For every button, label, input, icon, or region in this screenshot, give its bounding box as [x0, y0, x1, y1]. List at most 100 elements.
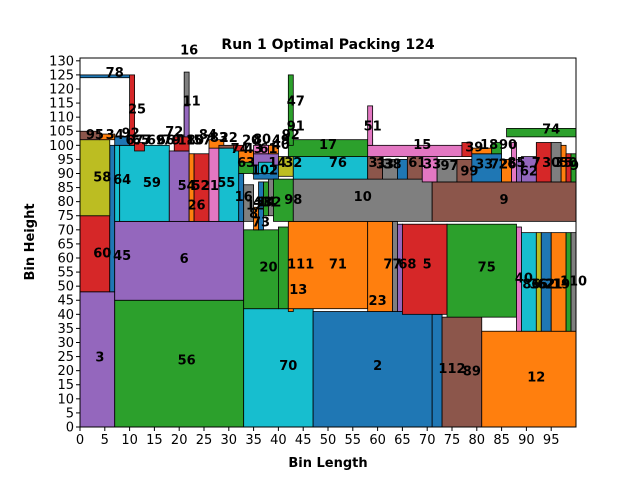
y-tick-label-3: 15 [57, 378, 74, 393]
x-tick-label-19: 95 [543, 433, 560, 448]
rect-label-67: 39 [465, 141, 483, 156]
rect-label-20: 86 [522, 277, 540, 292]
rect-label-11: 111 [287, 258, 314, 273]
y-tick-label-13: 65 [57, 237, 74, 252]
y-tick-label-9: 45 [57, 294, 74, 309]
rect-label-102: 92 [122, 127, 140, 142]
rect-label-77: 40 [272, 138, 290, 153]
packed-rect-47-74 [287, 74, 294, 146]
rect-label-3: 2 [373, 359, 382, 374]
y-tick-label-15: 75 [57, 209, 74, 224]
rect-label-9: 6 [180, 252, 189, 267]
x-tick-label-18: 90 [518, 433, 535, 448]
rectangles-layer [79, 71, 577, 428]
rect-label-18: 75 [478, 260, 496, 275]
rect-label-73: 47 [287, 94, 305, 109]
y-tick-label-8: 40 [57, 308, 74, 323]
packed-rect-84-87 [208, 139, 225, 149]
rect-label-82: 80 [253, 132, 271, 147]
rect-label-56: 33 [475, 158, 493, 173]
rect-label-64: 50 [560, 156, 578, 171]
packed-rect-12-6 [481, 330, 577, 428]
rect-label-63: 35 [555, 156, 573, 171]
rect-label-83: 22 [220, 131, 238, 146]
rect-label-96: 11 [183, 94, 201, 109]
rect-label-62: 30 [542, 156, 560, 171]
y-tick-label-0: 0 [66, 421, 74, 436]
rect-label-49: 31 [369, 156, 387, 171]
y-tick-label-25: 125 [49, 68, 74, 83]
rect-label-90: 66 [157, 134, 175, 149]
y-tick-label-14: 70 [57, 223, 74, 238]
rect-label-47: 32 [284, 156, 302, 171]
x-tick-label-9: 45 [295, 433, 312, 448]
rect-label-84: 83 [210, 131, 228, 146]
packed-rect-9-43 [431, 181, 577, 222]
x-tick-label-15: 75 [444, 433, 461, 448]
y-tick-label-5: 25 [57, 350, 74, 365]
packed-rect-51-73 [367, 105, 374, 146]
packed-rect-91-75 [282, 136, 289, 141]
rect-label-10: 20 [259, 260, 277, 275]
rect-label-35: 8 [249, 207, 258, 222]
rect-label-16: 68 [398, 258, 416, 273]
rect-label-13: 71 [329, 258, 347, 273]
rect-label-97: 16 [180, 44, 198, 59]
y-tick-label-23: 115 [49, 97, 74, 112]
rect-label-101: 34 [106, 128, 124, 143]
x-tick-label-3: 15 [146, 433, 163, 448]
x-tick-label-5: 25 [196, 433, 213, 448]
packed-rect-20-10 [243, 229, 279, 310]
rect-label-50: 33 [376, 158, 394, 173]
x-tick-label-6: 30 [221, 433, 238, 448]
x-tick-label-11: 55 [345, 433, 362, 448]
rect-label-22: 62 [537, 277, 555, 292]
rect-label-57: 72 [490, 158, 508, 173]
packed-rect-45-8 [109, 144, 116, 293]
y-tick-label-26: 130 [49, 54, 74, 69]
y-tick-label-19: 95 [57, 153, 74, 168]
y-tick-label-11: 55 [57, 266, 74, 281]
rect-label-46: 14 [268, 156, 286, 171]
y-tick-label-24: 120 [49, 82, 74, 97]
rect-label-17: 5 [423, 258, 432, 273]
y-tick-label-16: 80 [57, 195, 74, 210]
rect-label-21: 36 [530, 277, 548, 292]
rect-label-26: 58 [93, 170, 111, 185]
rect-label-43: 9 [500, 193, 509, 208]
rect-label-33: 26 [188, 198, 206, 213]
rect-label-31: 21 [201, 179, 219, 194]
rect-label-40: 82 [263, 196, 281, 211]
rect-label-19: 40 [515, 272, 533, 287]
rect-label-68: 18 [480, 138, 498, 153]
rect-label-99: 78 [106, 66, 124, 81]
y-tick-label-2: 10 [57, 392, 74, 407]
rect-label-88: 10 [186, 134, 204, 149]
rect-label-74: 91 [287, 120, 305, 135]
x-tick-label-2: 10 [121, 433, 138, 448]
packed-rect-56-1 [114, 299, 245, 428]
packed-rect-71-13 [287, 220, 369, 310]
x-tick-label-4: 20 [171, 433, 188, 448]
rect-label-23: 21 [545, 277, 563, 292]
x-tick-label-16: 80 [469, 433, 486, 448]
x-tick-label-8: 40 [270, 433, 287, 448]
rect-label-12: 13 [289, 283, 307, 298]
rect-label-8: 45 [113, 249, 131, 264]
rect-label-93: 7 [142, 134, 151, 149]
rect-label-87: 18 [178, 134, 196, 149]
rect-label-55: 99 [460, 165, 478, 180]
rect-label-78: 61 [259, 142, 277, 157]
packed-rect-5-17 [401, 223, 448, 315]
rect-label-45: 102 [251, 163, 278, 178]
rect-label-70: 74 [542, 122, 560, 137]
packed-rect-22-89 [233, 144, 245, 152]
y-tick-label-1: 5 [66, 406, 74, 421]
rect-label-37: 12 [246, 198, 264, 213]
y-tick-label-6: 30 [57, 336, 74, 351]
rect-label-29: 54 [178, 179, 196, 194]
rect-label-76: 92 [282, 128, 300, 143]
rect-label-54: 97 [440, 159, 458, 174]
